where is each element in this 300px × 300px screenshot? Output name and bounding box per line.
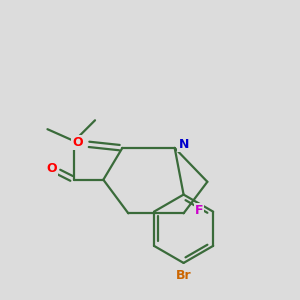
Text: O: O: [46, 162, 57, 175]
Text: O: O: [73, 136, 83, 149]
Text: N: N: [178, 138, 189, 152]
Text: F: F: [195, 204, 203, 217]
Text: Br: Br: [176, 269, 191, 282]
